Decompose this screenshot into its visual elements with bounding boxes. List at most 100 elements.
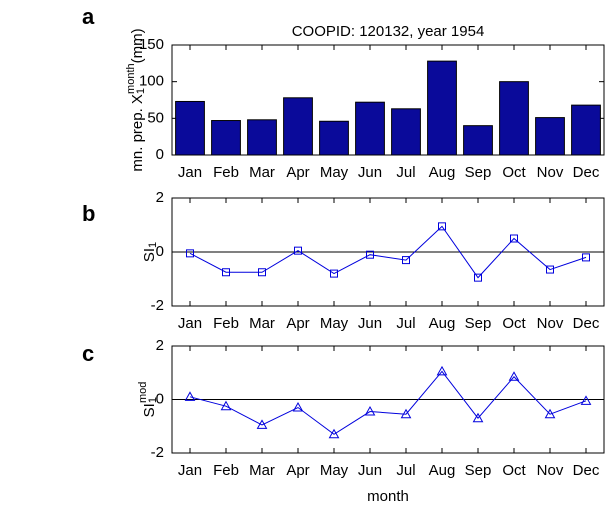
axes-frame bbox=[171, 345, 605, 454]
marker bbox=[472, 412, 484, 423]
y-axis-label: SI1 bbox=[141, 242, 159, 262]
y-tick-label: -2 bbox=[151, 297, 164, 314]
y-label-sup: mod bbox=[137, 382, 149, 403]
x-tick-label: Oct bbox=[502, 462, 526, 479]
marker bbox=[580, 395, 592, 405]
x-tick-label: Jun bbox=[358, 462, 382, 479]
bar bbox=[427, 60, 457, 156]
panel-label: b bbox=[82, 201, 95, 226]
x-tick-label: May bbox=[320, 462, 349, 479]
y-tick-label: 0 bbox=[156, 390, 164, 407]
series-line bbox=[189, 370, 587, 435]
y-tick-label: 50 bbox=[147, 109, 164, 126]
marker bbox=[436, 365, 448, 376]
marker bbox=[544, 408, 556, 419]
marker bbox=[510, 234, 518, 243]
y-label-text: SI bbox=[141, 403, 158, 417]
x-tick-label: Feb bbox=[213, 462, 239, 479]
panel-label: a bbox=[82, 4, 95, 29]
y-label-sub: 1 bbox=[147, 397, 159, 403]
marker bbox=[292, 402, 304, 412]
x-tick-label: Mar bbox=[249, 315, 275, 332]
x-tick-label: Feb bbox=[213, 164, 239, 181]
x-tick-label: Jul bbox=[396, 164, 415, 181]
x-tick-label: Jun bbox=[358, 164, 382, 181]
x-tick-label: Dec bbox=[573, 164, 600, 181]
y-tick-label: 2 bbox=[156, 337, 164, 354]
x-tick-label: Dec bbox=[573, 462, 600, 479]
x-tick-label: Apr bbox=[286, 164, 309, 181]
panel-label: c bbox=[82, 341, 94, 366]
x-tick-label: Sep bbox=[465, 315, 492, 332]
series-line bbox=[189, 225, 587, 279]
axes-frame bbox=[171, 197, 605, 307]
y-label-text: mn. prep. X bbox=[129, 94, 146, 172]
x-tick-label: May bbox=[320, 164, 349, 181]
marker bbox=[400, 408, 412, 419]
x-tick-label: Oct bbox=[502, 315, 526, 332]
axes-frame bbox=[171, 44, 605, 156]
x-tick-label: Jan bbox=[178, 164, 202, 181]
y-tick-label: 2 bbox=[156, 189, 164, 206]
y-tick-label: 0 bbox=[156, 243, 164, 260]
x-tick-label: Jul bbox=[396, 462, 415, 479]
marker bbox=[474, 273, 482, 282]
x-tick-label: Mar bbox=[249, 164, 275, 181]
marker bbox=[184, 391, 196, 401]
y-label-sup: month bbox=[125, 63, 137, 94]
x-tick-label: Jan bbox=[178, 462, 202, 479]
x-tick-label: Nov bbox=[537, 315, 564, 332]
y-label-sub: 1 bbox=[147, 242, 159, 248]
x-tick-label: Jun bbox=[358, 315, 382, 332]
x-tick-label: Dec bbox=[573, 315, 600, 332]
bar bbox=[535, 117, 565, 156]
marker bbox=[328, 428, 340, 439]
marker bbox=[366, 250, 374, 259]
y-label-text: SI bbox=[141, 248, 158, 262]
y-axis-label: mn. prep. X1month(mm) bbox=[125, 28, 147, 171]
bar bbox=[355, 101, 385, 156]
x-tick-label: Sep bbox=[465, 462, 492, 479]
x-tick-label: Apr bbox=[286, 462, 309, 479]
y-label-unit: (mm) bbox=[129, 28, 146, 63]
y-label-sub: 1 bbox=[135, 88, 147, 94]
x-tick-label: Mar bbox=[249, 462, 275, 479]
marker bbox=[330, 269, 338, 278]
marker bbox=[402, 256, 410, 265]
x-tick-label: May bbox=[320, 315, 349, 332]
marker bbox=[222, 268, 230, 277]
bar bbox=[499, 81, 529, 156]
x-tick-label: Aug bbox=[429, 164, 456, 181]
y-tick-label: 0 bbox=[156, 146, 164, 163]
x-axis-label: month bbox=[367, 488, 409, 505]
y-tick-label: -2 bbox=[151, 444, 164, 461]
marker bbox=[220, 400, 232, 411]
y-tick-label: 150 bbox=[139, 36, 164, 53]
x-tick-label: Nov bbox=[537, 462, 564, 479]
x-tick-label: Nov bbox=[537, 164, 564, 181]
x-tick-label: Sep bbox=[465, 164, 492, 181]
y-axis-label: SI1mod bbox=[137, 382, 159, 418]
x-tick-label: Aug bbox=[429, 462, 456, 479]
x-tick-label: Feb bbox=[213, 315, 239, 332]
bar bbox=[391, 108, 421, 156]
bar bbox=[247, 119, 277, 156]
marker bbox=[258, 268, 266, 277]
marker bbox=[186, 249, 194, 258]
bar bbox=[319, 120, 349, 156]
y-tick-label: 100 bbox=[139, 73, 164, 90]
x-tick-label: Aug bbox=[429, 315, 456, 332]
marker bbox=[582, 253, 590, 262]
marker bbox=[508, 371, 520, 381]
x-tick-label: Jul bbox=[396, 315, 415, 332]
bar bbox=[283, 97, 313, 156]
marker bbox=[256, 419, 268, 429]
chart-title: COOPID: 120132, year 1954 bbox=[292, 23, 485, 40]
x-tick-label: Oct bbox=[502, 164, 526, 181]
marker bbox=[546, 265, 554, 274]
bar bbox=[463, 125, 493, 156]
marker bbox=[438, 222, 446, 231]
marker bbox=[294, 246, 302, 255]
x-tick-label: Apr bbox=[286, 315, 309, 332]
